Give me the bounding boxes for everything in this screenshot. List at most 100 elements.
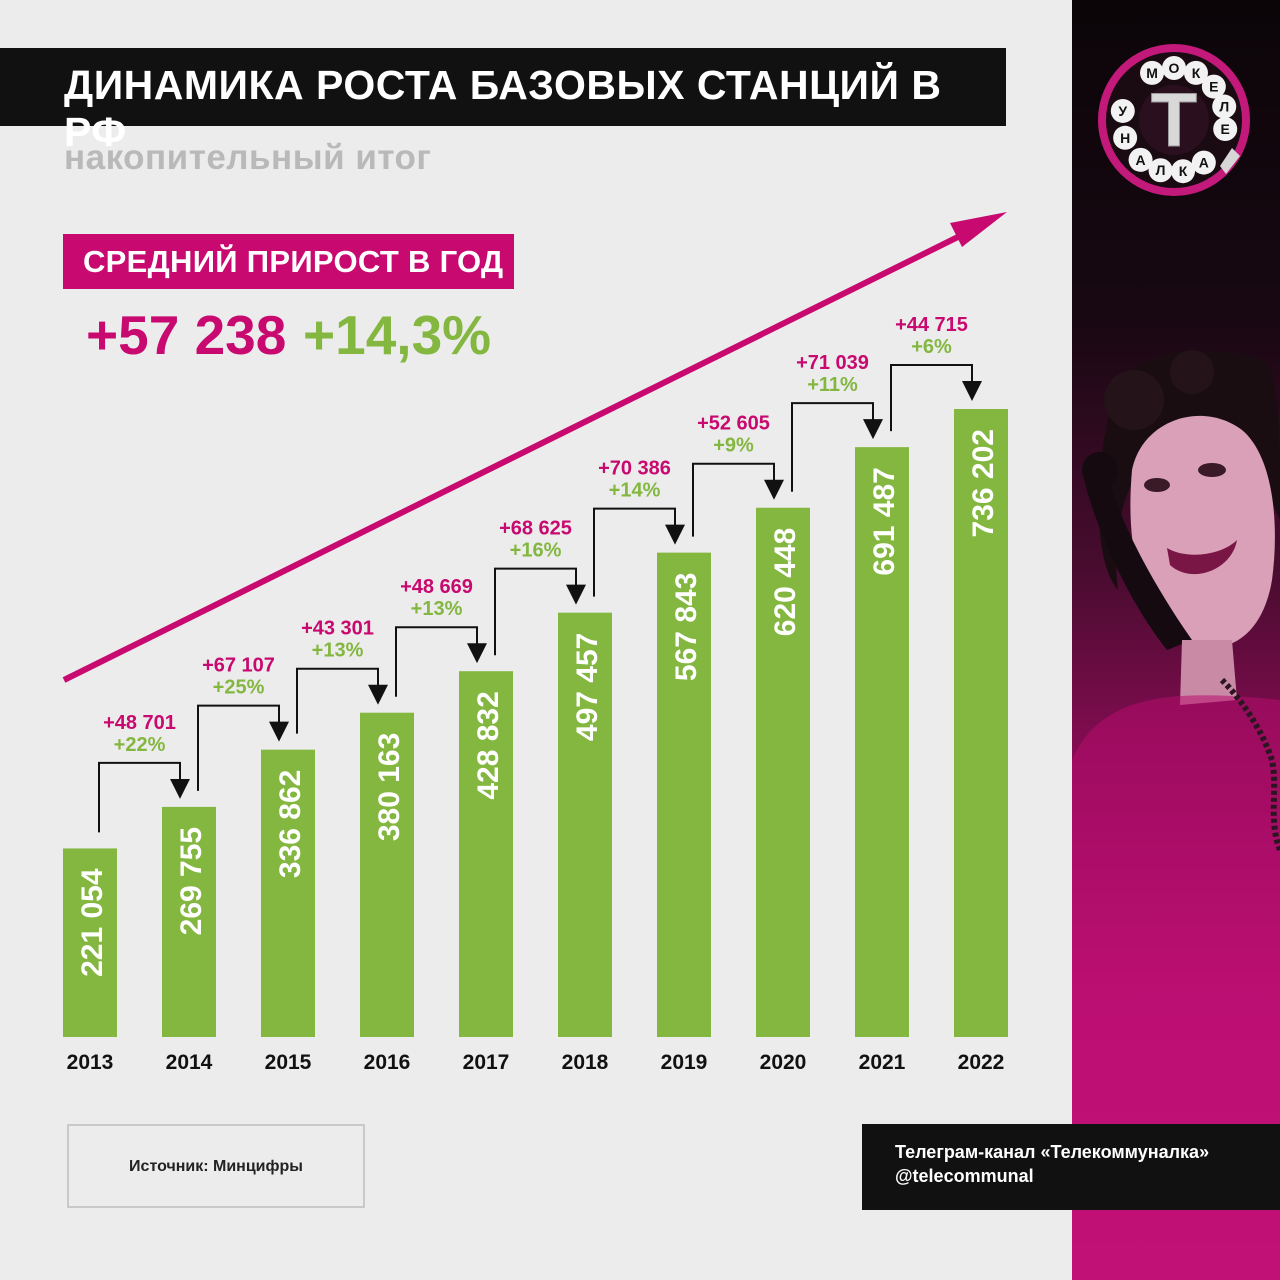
logo-dial-hole: [1162, 56, 1186, 80]
increment-connector: [791, 402, 883, 492]
bar-value-label: 269 755: [175, 827, 208, 935]
logo-dial-letter: Е: [1209, 79, 1218, 95]
average-growth-label: СРЕДНИЙ ПРИРОСТ В ГОД: [63, 234, 514, 289]
x-tick-label: 2019: [661, 1051, 708, 1074]
logo-dial-letter: У: [1118, 103, 1127, 119]
increment-connector: [494, 567, 586, 656]
bar-2016: [360, 712, 414, 1037]
bar-value-label: 428 832: [472, 691, 505, 799]
x-tick-label: 2013: [67, 1051, 114, 1074]
x-tick-label: 2018: [562, 1051, 609, 1074]
x-tick-label: 2017: [463, 1051, 510, 1074]
logo-dial-hole: [1128, 147, 1153, 172]
increment-percent-label: +25%: [213, 677, 265, 699]
bar-value-label: 567 843: [670, 573, 703, 681]
logo-letter: Т: [1151, 78, 1197, 163]
logo-dial-hole: [1191, 150, 1216, 175]
bar-2017: [459, 671, 513, 1037]
increment-absolute-label: +70 386: [598, 458, 671, 480]
increment-percent-label: +13%: [312, 640, 364, 662]
bar-value-label: 691 487: [868, 467, 901, 575]
logo-dial-hole: [1201, 74, 1226, 99]
bar-2019: [657, 552, 711, 1037]
increment-percent-label: +16%: [510, 540, 562, 562]
logo-dial-hole: [1140, 60, 1165, 85]
x-tick-label: 2015: [265, 1051, 312, 1074]
source-box: Источник: Минцифры: [67, 1124, 365, 1208]
increment-connector: [98, 761, 190, 833]
logo-dial-hole: [1113, 125, 1138, 150]
increment-absolute-label: +44 715: [895, 314, 968, 336]
trend-arrow-head: [950, 212, 1007, 247]
logo-dial-letter: К: [1179, 163, 1188, 179]
increment-connector: [593, 507, 685, 597]
bar-value-label: 497 457: [571, 633, 604, 741]
increment-percent-label: +9%: [713, 435, 754, 457]
increment-connector: [296, 667, 388, 734]
logo-dial-letter: Л: [1219, 99, 1229, 115]
bar-2020: [756, 507, 810, 1037]
logo-dial-hole: [1183, 60, 1208, 85]
trend-arrow-line: [62, 229, 970, 683]
logo-dial-letter: Н: [1120, 130, 1130, 146]
bar-2021: [855, 447, 909, 1038]
channel-box: Телеграм-канал «Телекоммуналка» @telecom…: [862, 1124, 1280, 1210]
logo-dial-letter: О: [1169, 60, 1180, 76]
increment-absolute-label: +48 669: [400, 576, 473, 598]
channel-name: Телеграм-канал «Телекоммуналка»: [895, 1142, 1210, 1162]
logo-dial-hole: [1171, 159, 1196, 184]
increment-connector: [692, 462, 784, 537]
logo-dial-hole: [1148, 158, 1173, 183]
bar-2013: [63, 848, 117, 1037]
channel-handle: @telecommunal: [895, 1166, 1034, 1186]
logo-dial-letter: Е: [1221, 121, 1230, 137]
increment-absolute-label: +68 625: [499, 518, 572, 540]
average-growth-absolute: +57 238: [86, 304, 287, 366]
logo-dial-hole: [1110, 98, 1135, 123]
side-photo-panel: [1072, 0, 1280, 1280]
average-growth-percent: +14,3%: [303, 304, 492, 366]
increment-absolute-label: +71 039: [796, 352, 869, 374]
logo-dial-hole: [1213, 117, 1238, 142]
bar-2015: [261, 749, 315, 1037]
logo-dial-stop: [1220, 148, 1240, 174]
increment-percent-label: +6%: [911, 336, 952, 358]
increment-absolute-label: +52 605: [697, 413, 770, 435]
increment-connector: [395, 626, 487, 697]
logo-dial-letter: М: [1146, 65, 1158, 81]
bar-value-label: 736 202: [967, 429, 1000, 537]
bar-value-label: 380 163: [373, 733, 406, 841]
increment-percent-label: +14%: [609, 480, 661, 502]
bar-2022: [954, 409, 1008, 1037]
bar-value-label: 620 448: [769, 528, 802, 636]
x-tick-label: 2022: [958, 1051, 1005, 1074]
logo-dial-letter: А: [1199, 155, 1209, 171]
bar-2018: [558, 612, 612, 1037]
increment-connector: [890, 364, 982, 432]
bar-chart: 221 054 269 755 336 862 380 163 428 832 497 4…: [62, 212, 1008, 1074]
title-bar: ДИНАМИКА РОСТА БАЗОВЫХ СТАНЦИЙ В РФ: [0, 48, 1006, 155]
logo-dial-hole: [1212, 94, 1237, 119]
chart-subtitle: накопительный итог: [64, 138, 432, 177]
x-tick-label: 2020: [760, 1051, 807, 1074]
increment-absolute-label: +48 701: [103, 712, 176, 734]
increment-percent-label: +13%: [411, 598, 463, 620]
x-tick-label: 2014: [166, 1051, 213, 1074]
logo-dial-letter: А: [1136, 152, 1146, 168]
source-text: Источник: Минцифры: [129, 1158, 303, 1175]
bar-value-label: 221 054: [76, 868, 109, 977]
page-title: ДИНАМИКА РОСТА БАЗОВЫХ СТАНЦИЙ В РФ: [64, 62, 942, 155]
increment-absolute-label: +67 107: [202, 655, 275, 677]
bar-2014: [162, 806, 216, 1037]
logo-dial-letter: К: [1192, 65, 1201, 81]
bar-value-label: 336 862: [274, 770, 307, 878]
increment-percent-label: +22%: [114, 734, 166, 756]
increment-percent-label: +11%: [807, 374, 858, 396]
logo-dial-letter: Л: [1156, 162, 1166, 178]
average-growth-label-text: СРЕДНИЙ ПРИРОСТ В ГОД: [83, 244, 504, 279]
x-tick-label: 2016: [364, 1051, 411, 1074]
increment-absolute-label: +43 301: [301, 618, 374, 640]
increment-connector: [197, 704, 289, 791]
x-tick-label: 2021: [859, 1051, 906, 1074]
